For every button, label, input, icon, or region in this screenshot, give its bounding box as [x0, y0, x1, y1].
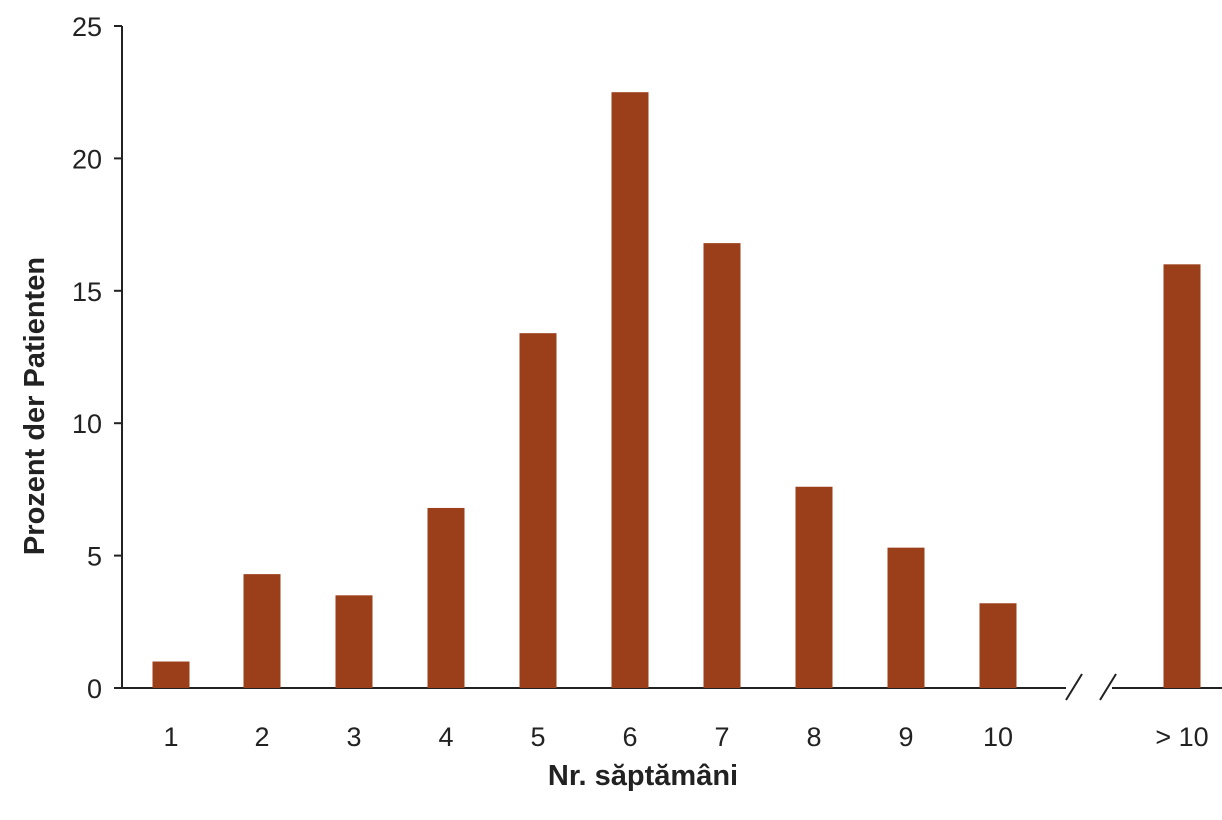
x-tick-label: 3: [346, 722, 361, 752]
bar-11: [1163, 264, 1201, 688]
x-tick-label: 6: [622, 722, 637, 752]
x-tick-label: 10: [983, 722, 1013, 752]
bar-3: [335, 595, 373, 688]
x-tick-label: 5: [530, 722, 545, 752]
bars: [152, 92, 1201, 689]
y-tick-label: 25: [72, 12, 102, 42]
y-axis: 0 5 10 15 20 25: [72, 12, 123, 704]
axis-break-mark: [1065, 673, 1083, 701]
axis-break-mark: [1099, 673, 1117, 701]
bar-8: [795, 486, 833, 688]
x-axis-title: Nr. săptămâni: [548, 760, 738, 792]
bar-6: [611, 92, 649, 688]
x-tick-label: 1: [163, 722, 178, 752]
bar-5: [519, 333, 557, 688]
x-tick-labels: 1 2 3 4 5 6 7 8 9 10 > 10: [163, 722, 1208, 752]
y-tick-label: 10: [72, 409, 102, 439]
y-tick-label: 5: [87, 542, 102, 572]
y-tick-label: 20: [72, 144, 102, 174]
x-tick-label: 2: [254, 722, 269, 752]
x-tick-label: 7: [714, 722, 729, 752]
x-tick-label: 9: [898, 722, 913, 752]
x-tick-label: 4: [438, 722, 453, 752]
x-tick-label: > 10: [1155, 722, 1208, 752]
bar-1: [152, 661, 190, 688]
y-axis-title: Prozent der Patienten: [19, 257, 51, 555]
bar-10: [979, 603, 1017, 688]
x-axis: [122, 673, 1222, 701]
y-tick-label: 15: [72, 277, 102, 307]
y-tick-label: 0: [87, 674, 102, 704]
bar-2: [243, 574, 281, 688]
bar-4: [427, 507, 465, 688]
bar-7: [703, 243, 741, 689]
x-tick-label: 8: [806, 722, 821, 752]
bar-9: [887, 547, 925, 688]
